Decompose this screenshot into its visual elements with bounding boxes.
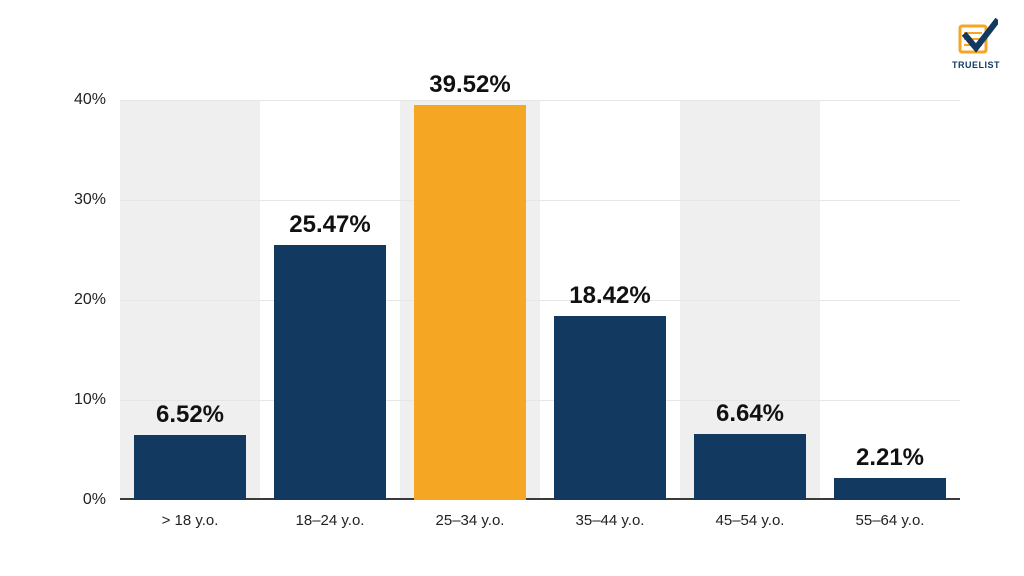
- brand-logo: TRUELIST: [952, 18, 1000, 70]
- chart-column: 2.21%55–64 y.o.: [820, 100, 960, 500]
- chart-column: 39.52%25–34 y.o.: [400, 100, 540, 500]
- chart-xtick-label: 35–44 y.o.: [576, 512, 645, 529]
- chart-bar-value-label: 6.52%: [156, 401, 224, 429]
- chart-column: 18.42%35–44 y.o.: [540, 100, 680, 500]
- chart-bar: [834, 478, 946, 500]
- chart-column: 6.64%45–54 y.o.: [680, 100, 820, 500]
- chart-bar-value-label: 39.52%: [429, 71, 510, 99]
- chart-ytick-label: 10%: [74, 391, 120, 409]
- chart-bar-value-label: 2.21%: [856, 444, 924, 472]
- chart-bar: [694, 434, 806, 500]
- chart-column: 25.47%18–24 y.o.: [260, 100, 400, 500]
- brand-logo-text: TRUELIST: [952, 60, 1000, 70]
- chart-ytick-label: 40%: [74, 91, 120, 109]
- chart-xtick-label: 55–64 y.o.: [856, 512, 925, 529]
- chart-bar-value-label: 18.42%: [569, 282, 650, 310]
- chart-bar: [274, 245, 386, 500]
- chart-bar: [134, 435, 246, 500]
- chart-xtick-label: 18–24 y.o.: [296, 512, 365, 529]
- chart-ytick-label: 0%: [83, 491, 120, 509]
- chart-bar: [554, 316, 666, 500]
- chart-ytick-label: 30%: [74, 191, 120, 209]
- chart-column: 6.52%> 18 y.o.: [120, 100, 260, 500]
- truelist-logo-icon: [954, 18, 998, 58]
- chart-bar: [414, 105, 526, 500]
- chart-xtick-label: 25–34 y.o.: [436, 512, 505, 529]
- chart-xtick-label: > 18 y.o.: [162, 512, 219, 529]
- age-distribution-bar-chart: 0%10%20%30%40%6.52%> 18 y.o.25.47%18–24 …: [120, 100, 960, 500]
- chart-xtick-label: 45–54 y.o.: [716, 512, 785, 529]
- chart-ytick-label: 20%: [74, 291, 120, 309]
- chart-bar-value-label: 6.64%: [716, 400, 784, 428]
- canvas: TRUELIST 0%10%20%30%40%6.52%> 18 y.o.25.…: [0, 0, 1024, 576]
- chart-bar-value-label: 25.47%: [289, 211, 370, 239]
